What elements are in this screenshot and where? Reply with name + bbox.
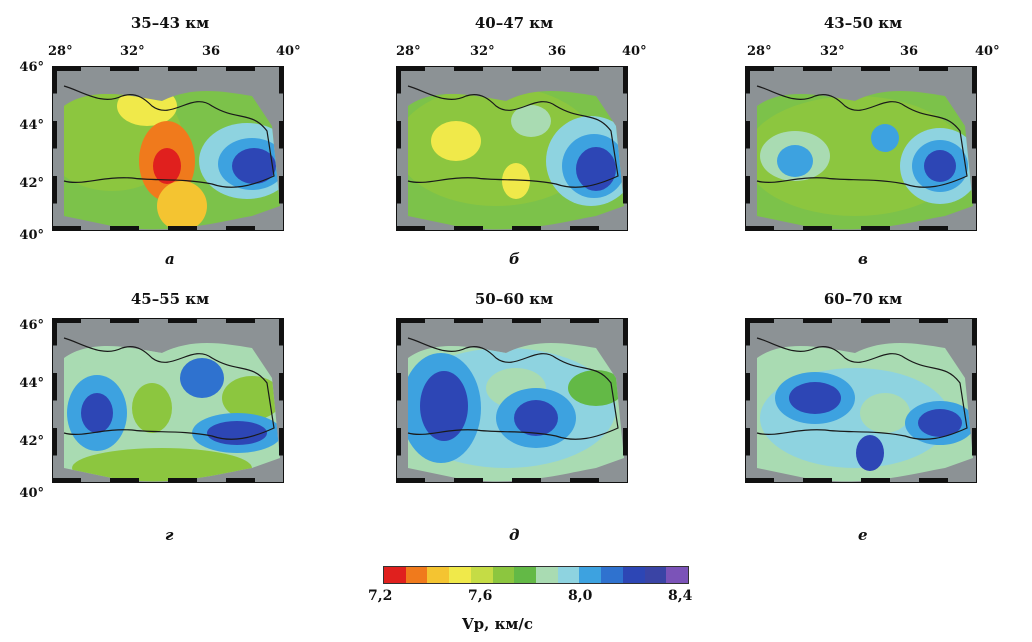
colorbar-swatch [601, 567, 623, 583]
panel-title: 45–55 км [130, 290, 210, 308]
panel-e: 50–60 км д [344, 290, 634, 544]
colorbar-swatch [405, 567, 428, 583]
panel-title: 60–70 км [823, 290, 903, 308]
coastline [63, 85, 275, 188]
lon-label: 28° [48, 44, 73, 59]
coastline [407, 337, 619, 440]
colorbar-swatch [666, 567, 689, 583]
velocity-contour [514, 400, 558, 436]
colorbar-tick: 8,4 [668, 588, 693, 604]
velocity-map [396, 66, 628, 231]
coastline [407, 85, 619, 188]
colorbar-swatch [557, 567, 580, 583]
panel-label: в [858, 250, 868, 268]
velocity-contour [871, 124, 899, 152]
velocity-contour [132, 383, 172, 433]
colorbar [383, 566, 689, 584]
lon-label: 36 [202, 44, 221, 59]
lon-label: 32° [470, 44, 495, 59]
velocity-contour [511, 105, 551, 137]
velocity-contour [207, 421, 267, 445]
panel-d: 45–55 км г [0, 290, 290, 544]
lat-label: 40° [19, 228, 44, 243]
panel-a: 35–43 км а [0, 14, 290, 268]
colorbar-swatch [427, 567, 450, 583]
colorbar-tick: 8,0 [568, 588, 593, 604]
lon-label: 40° [622, 44, 647, 59]
lon-label: 28° [747, 44, 772, 59]
velocity-map [52, 66, 284, 231]
lat-label: 44° [19, 376, 44, 391]
velocity-map [52, 318, 284, 483]
map-frame [396, 318, 628, 483]
colorbar-swatch [449, 567, 471, 583]
colorbar-swatch [470, 567, 493, 583]
lon-label: 32° [120, 44, 145, 59]
velocity-contour [232, 148, 276, 184]
panel-title: 50–60 км [474, 290, 554, 308]
lat-label: 42° [19, 176, 44, 191]
velocity-contour [502, 163, 530, 199]
velocity-contour [918, 409, 962, 437]
velocity-map [745, 318, 977, 483]
velocity-contour [222, 376, 280, 420]
lat-label: 46° [19, 60, 44, 75]
panel-label: б [509, 250, 520, 268]
lon-label: 36 [900, 44, 919, 59]
coastline [63, 337, 275, 440]
map-frame [52, 318, 284, 483]
lon-label: 32° [820, 44, 845, 59]
lat-label: 40° [19, 486, 44, 501]
colorbar-swatch [492, 567, 515, 583]
lat-label: 42° [19, 434, 44, 449]
velocity-contour [568, 370, 624, 406]
velocity-contour [856, 435, 884, 471]
colorbar-tick: 7,2 [368, 588, 393, 604]
map-frame [52, 66, 284, 231]
colorbar-tick: 7,6 [468, 588, 493, 604]
velocity-contour [924, 150, 956, 182]
lon-label: 36 [548, 44, 567, 59]
coastline [756, 337, 968, 440]
panel-f: 60–70 км е [693, 290, 983, 544]
velocity-contour [180, 358, 224, 398]
velocity-contour [860, 393, 910, 433]
lon-label: 28° [396, 44, 421, 59]
lon-label: 40° [975, 44, 1000, 59]
lat-label: 44° [19, 118, 44, 133]
panel-title: 43–50 км [823, 14, 903, 32]
velocity-contour [777, 145, 813, 177]
colorbar-swatch [622, 567, 645, 583]
velocity-contour [789, 382, 841, 414]
panel-title: 35–43 км [130, 14, 210, 32]
velocity-contour [420, 371, 468, 441]
velocity-map [396, 318, 628, 483]
map-frame [745, 66, 977, 231]
panel-label: а [165, 250, 175, 268]
lat-label: 46° [19, 318, 44, 333]
colorbar-label: Vp, км/с [462, 615, 534, 633]
lon-label: 40° [276, 44, 301, 59]
map-frame [745, 318, 977, 483]
colorbar-swatch [644, 567, 667, 583]
colorbar-swatch [384, 567, 406, 583]
colorbar-swatch [536, 567, 558, 583]
velocity-contour [576, 147, 616, 191]
panel-label: г [165, 526, 174, 544]
colorbar-swatch [579, 567, 602, 583]
panel-label: д [509, 526, 520, 544]
velocity-contour [157, 181, 207, 230]
panel-c: 43–50 км в [693, 14, 983, 268]
coastline [756, 85, 968, 188]
velocity-map [745, 66, 977, 231]
velocity-contour [153, 148, 181, 184]
map-frame [396, 66, 628, 231]
velocity-contour [81, 393, 113, 433]
panel-title: 40–47 км [474, 14, 554, 32]
panel-b: 40–47 км б [344, 14, 634, 268]
velocity-contour [431, 121, 481, 161]
colorbar-swatch [514, 567, 537, 583]
panel-label: е [858, 526, 868, 544]
